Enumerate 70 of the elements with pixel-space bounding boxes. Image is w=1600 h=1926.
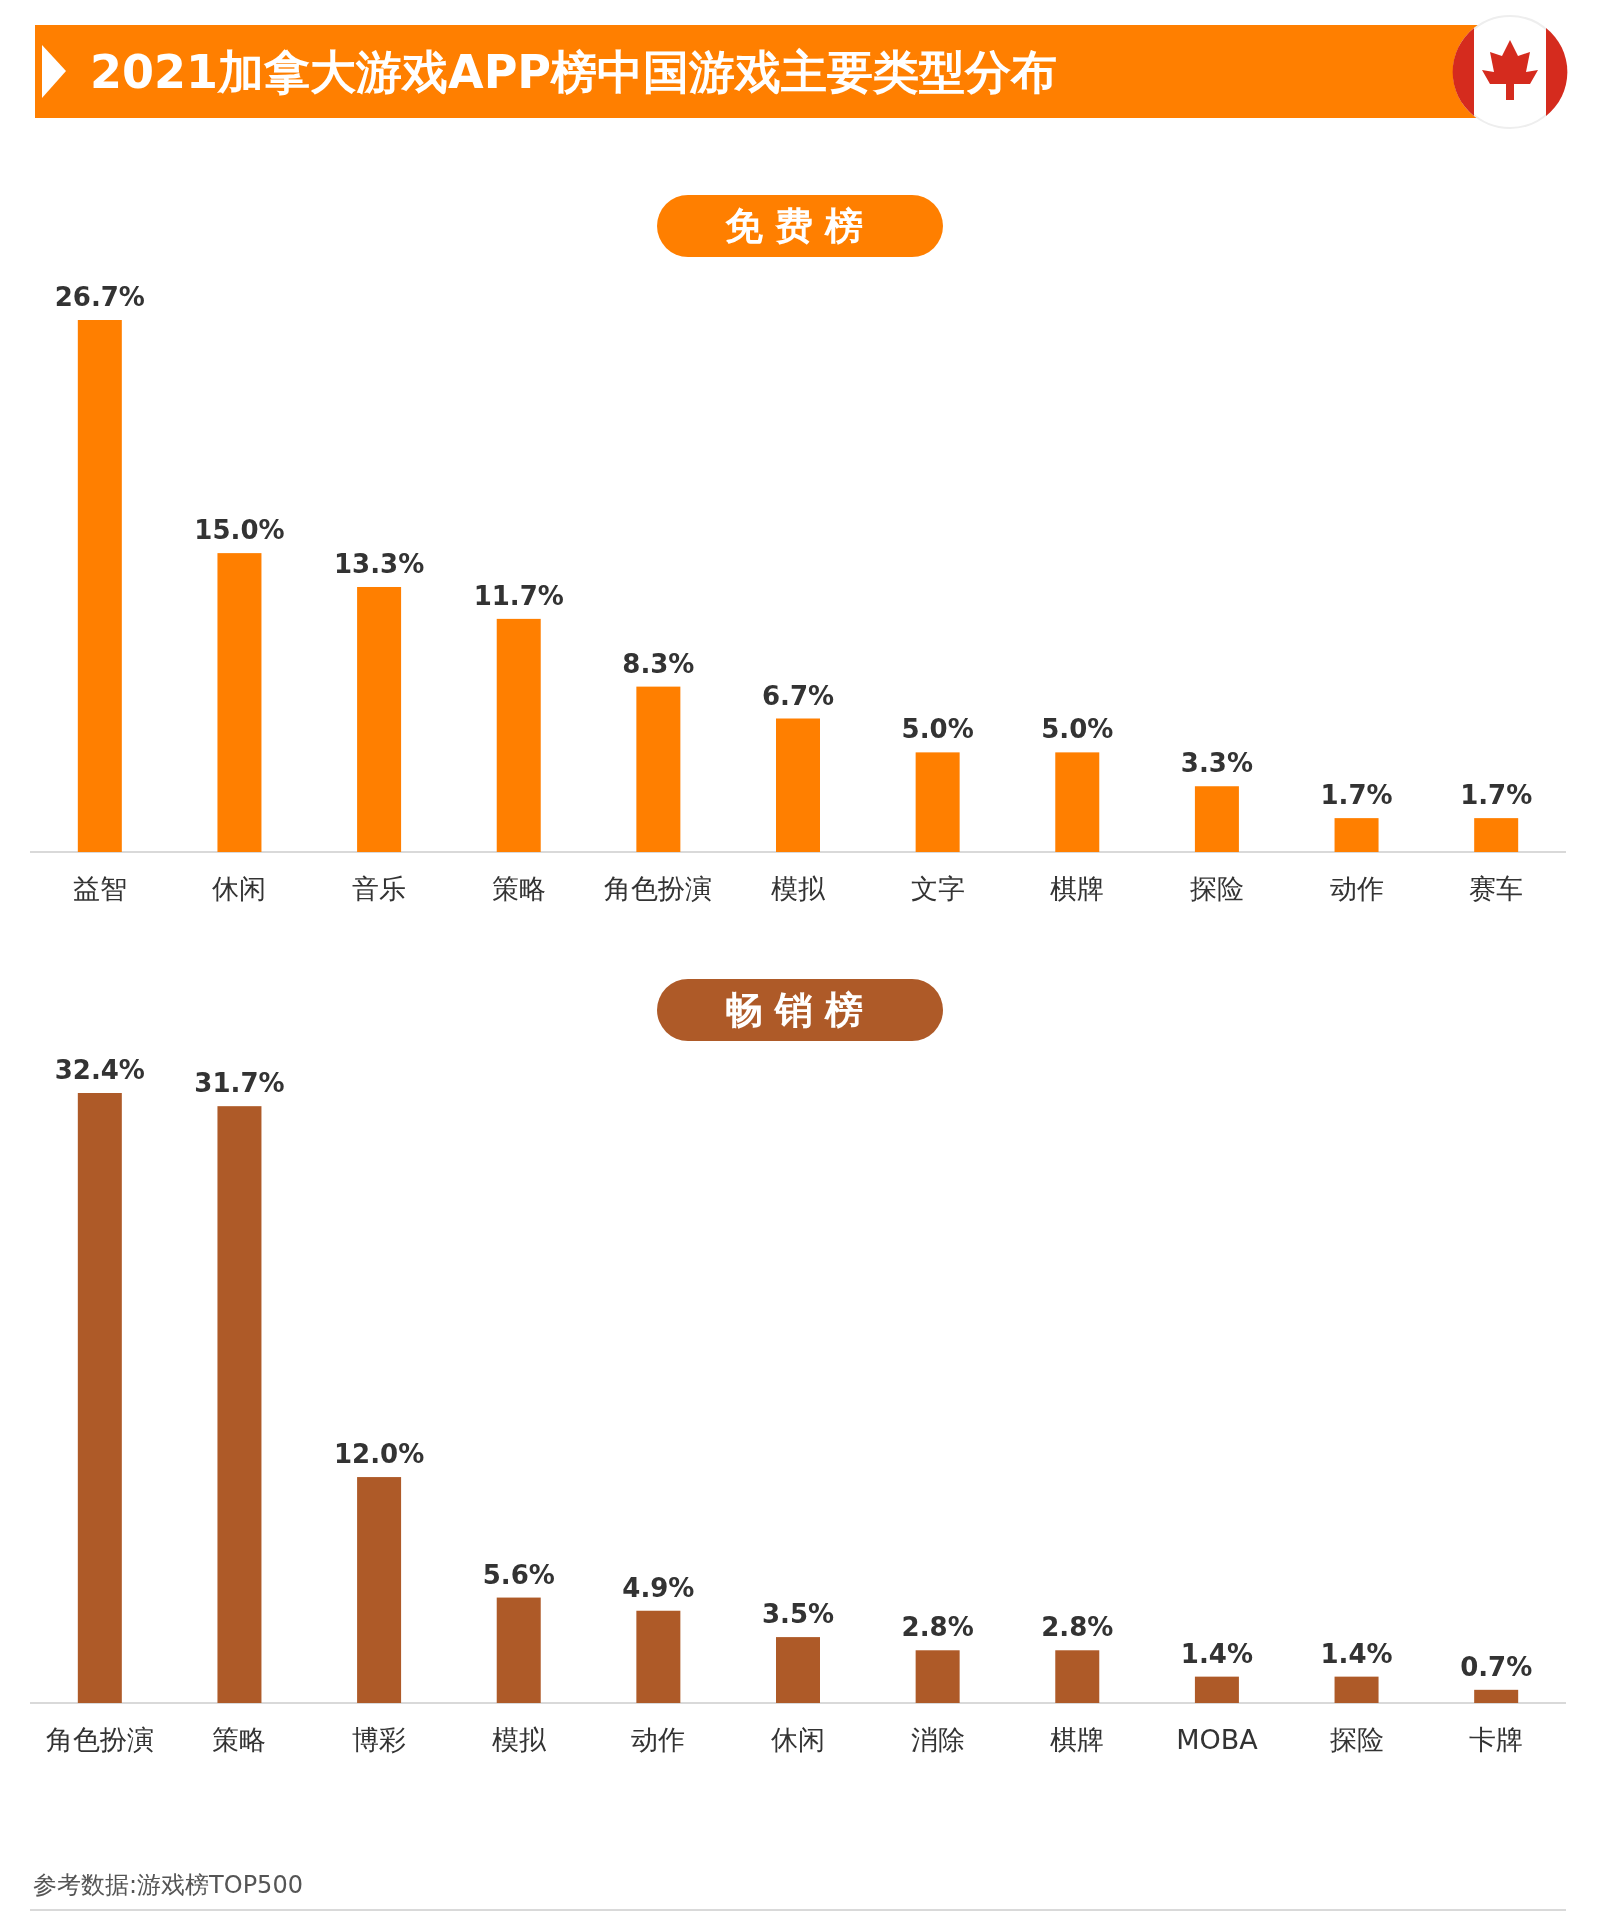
x-tick-label: MOBA xyxy=(1176,1724,1259,1755)
x-tick-label: 博彩 xyxy=(352,1724,407,1755)
x-tick-label: 益智 xyxy=(72,873,127,904)
bar xyxy=(357,1477,402,1703)
bar xyxy=(217,553,262,852)
bar xyxy=(915,752,960,852)
data-label: 15.0% xyxy=(194,515,285,546)
data-label: 8.3% xyxy=(622,648,695,679)
data-label: 26.7% xyxy=(54,282,145,312)
bar xyxy=(496,618,541,852)
data-label: 0.7% xyxy=(1460,1651,1533,1682)
data-label: 32.4% xyxy=(54,1055,145,1085)
data-label: 5.6% xyxy=(482,1559,555,1590)
x-tick-label: 音乐 xyxy=(352,873,407,904)
data-label: 5.0% xyxy=(1041,714,1114,745)
bar xyxy=(496,1597,541,1703)
data-label: 2.8% xyxy=(901,1612,974,1643)
bar xyxy=(1334,1676,1379,1703)
x-tick-label: 模拟 xyxy=(491,1724,547,1755)
bar xyxy=(915,1650,960,1703)
bar xyxy=(776,718,820,852)
x-tick-label: 角色扮演 xyxy=(604,873,713,904)
bar xyxy=(776,1637,820,1703)
x-tick-label: 文字 xyxy=(910,873,965,904)
x-tick-label: 探险 xyxy=(1329,1724,1384,1755)
data-label: 1.4% xyxy=(1320,1638,1393,1669)
x-tick-label: 模拟 xyxy=(771,873,826,904)
data-label: 12.0% xyxy=(333,1439,425,1470)
chart-subtitle: 畅销榜 xyxy=(725,988,875,1032)
data-label: 1.7% xyxy=(1460,780,1533,811)
bar xyxy=(1194,1676,1239,1703)
data-label: 5.0% xyxy=(901,714,974,745)
x-tick-label: 棋牌 xyxy=(1050,1724,1105,1755)
x-tick-label: 卡牌 xyxy=(1469,1724,1524,1755)
data-label: 3.5% xyxy=(761,1599,835,1630)
data-label: 3.3% xyxy=(1180,748,1253,779)
x-tick-label: 动作 xyxy=(631,1724,686,1755)
bar xyxy=(1194,786,1239,852)
data-label: 1.7% xyxy=(1320,780,1393,811)
data-label: 11.7% xyxy=(473,580,564,611)
x-tick-label: 策略 xyxy=(491,873,546,904)
bar xyxy=(1474,1689,1519,1703)
x-tick-label: 动作 xyxy=(1329,873,1384,904)
bar xyxy=(77,1093,122,1703)
x-tick-label: 角色扮演 xyxy=(45,1724,154,1755)
bar xyxy=(636,1610,681,1703)
text: 参考数据:游戏榜TOP500 xyxy=(33,1871,303,1899)
bar xyxy=(1474,818,1519,852)
bar xyxy=(77,320,122,852)
x-tick-label: 消除 xyxy=(910,1724,965,1755)
data-label: 1.4% xyxy=(1180,1638,1253,1669)
bar xyxy=(636,686,681,852)
x-tick-label: 探险 xyxy=(1189,873,1244,904)
bar xyxy=(1055,1650,1100,1703)
bar xyxy=(1055,752,1100,852)
data-label: 13.3% xyxy=(333,549,425,579)
bar xyxy=(217,1106,262,1703)
data-label: 4.9% xyxy=(622,1572,695,1603)
chart-title: 2021加拿大游戏APP榜中国游戏主要类型分布 xyxy=(90,45,1058,99)
data-label: 6.7% xyxy=(761,680,835,711)
bar xyxy=(357,587,402,852)
x-tick-label: 赛车 xyxy=(1469,873,1524,904)
x-tick-label: 棋牌 xyxy=(1050,873,1105,904)
data-label: 2.8% xyxy=(1041,1612,1114,1643)
x-tick-label: 策略 xyxy=(212,1724,267,1755)
x-tick-label: 休闲 xyxy=(212,873,267,904)
bar xyxy=(1334,818,1379,852)
x-tick-label: 休闲 xyxy=(771,1724,825,1755)
chart-subtitle: 免费榜 xyxy=(725,204,875,248)
data-label: 31.7% xyxy=(194,1068,285,1099)
